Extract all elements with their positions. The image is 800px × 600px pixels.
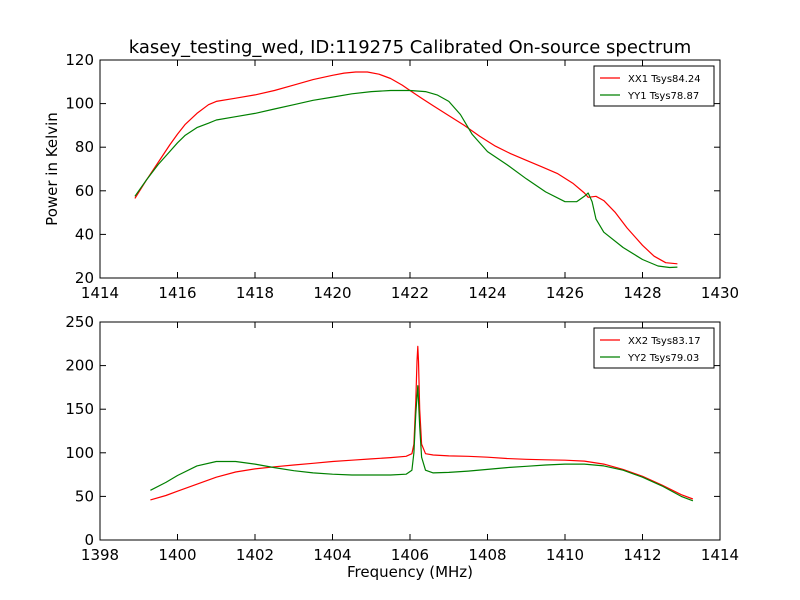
- y-tick-label: 200: [65, 357, 94, 375]
- x-tick-label: 1414: [81, 284, 119, 302]
- series-line-1: [150, 345, 694, 501]
- x-tick-label: 1430: [701, 284, 739, 302]
- y-axis-title: Power in Kelvin: [43, 112, 61, 226]
- legend-label: YY2 Tsys79.03: [627, 353, 699, 364]
- x-tick-label: 1418: [236, 284, 274, 302]
- x-tick-label: 1400: [158, 546, 196, 564]
- y-tick-label: 20: [75, 269, 94, 287]
- x-tick-label: 1414: [701, 546, 739, 564]
- x-tick-label: 1416: [158, 284, 196, 302]
- x-tick-label: 1398: [81, 546, 119, 564]
- y-tick-label: 80: [75, 138, 94, 156]
- y-tick-label: 40: [75, 225, 94, 243]
- x-tick-label: 1406: [391, 546, 429, 564]
- series-line-2: [150, 385, 694, 502]
- legend: XX1 Tsys84.24 YY1 Tsys78.87: [593, 65, 715, 107]
- x-tick-label: 1408: [468, 546, 506, 564]
- y-tick-label: 100: [65, 95, 94, 113]
- x-tick-label: 1410: [546, 546, 584, 564]
- x-tick-label: 1424: [468, 284, 506, 302]
- legend-box: [593, 65, 715, 107]
- subplot-top: 1414 1416 1418 1420 1422 1424 1426 1428 1430 20 40…: [43, 51, 739, 302]
- y-tick-label: 150: [65, 400, 94, 418]
- legend-label: XX1 Tsys84.24: [628, 74, 701, 85]
- series-line-2: [134, 89, 678, 269]
- legend-label: XX2 Tsys83.17: [628, 336, 701, 347]
- figure-title: kasey_testing_wed, ID:119275 Calibrated …: [129, 37, 691, 58]
- legend-box: [593, 327, 715, 369]
- subplot-bottom: 1398 1400 1402 1404 1406 1408 1410 1412 1414 0 50 1…: [65, 313, 739, 581]
- legend: XX2 Tsys83.17 YY2 Tsys79.03: [593, 327, 715, 369]
- x-tick-label: 1402: [236, 546, 274, 564]
- x-axis-title: Frequency (MHz): [347, 563, 473, 581]
- y-tick-label: 60: [75, 182, 94, 200]
- x-tick-label: 1420: [313, 284, 351, 302]
- legend-label: YY1 Tsys78.87: [627, 91, 699, 102]
- y-tick-label: 50: [75, 487, 94, 505]
- y-tick-label: 250: [65, 313, 94, 331]
- x-tick-label: 1426: [546, 284, 584, 302]
- x-tick-label: 1404: [313, 546, 351, 564]
- x-tick-label: 1412: [623, 546, 661, 564]
- y-tick-label: 100: [65, 444, 94, 462]
- x-tick-label: 1428: [623, 284, 661, 302]
- x-tick-label: 1422: [391, 284, 429, 302]
- y-tick-label: 120: [65, 51, 94, 69]
- y-tick-label: 0: [84, 531, 94, 549]
